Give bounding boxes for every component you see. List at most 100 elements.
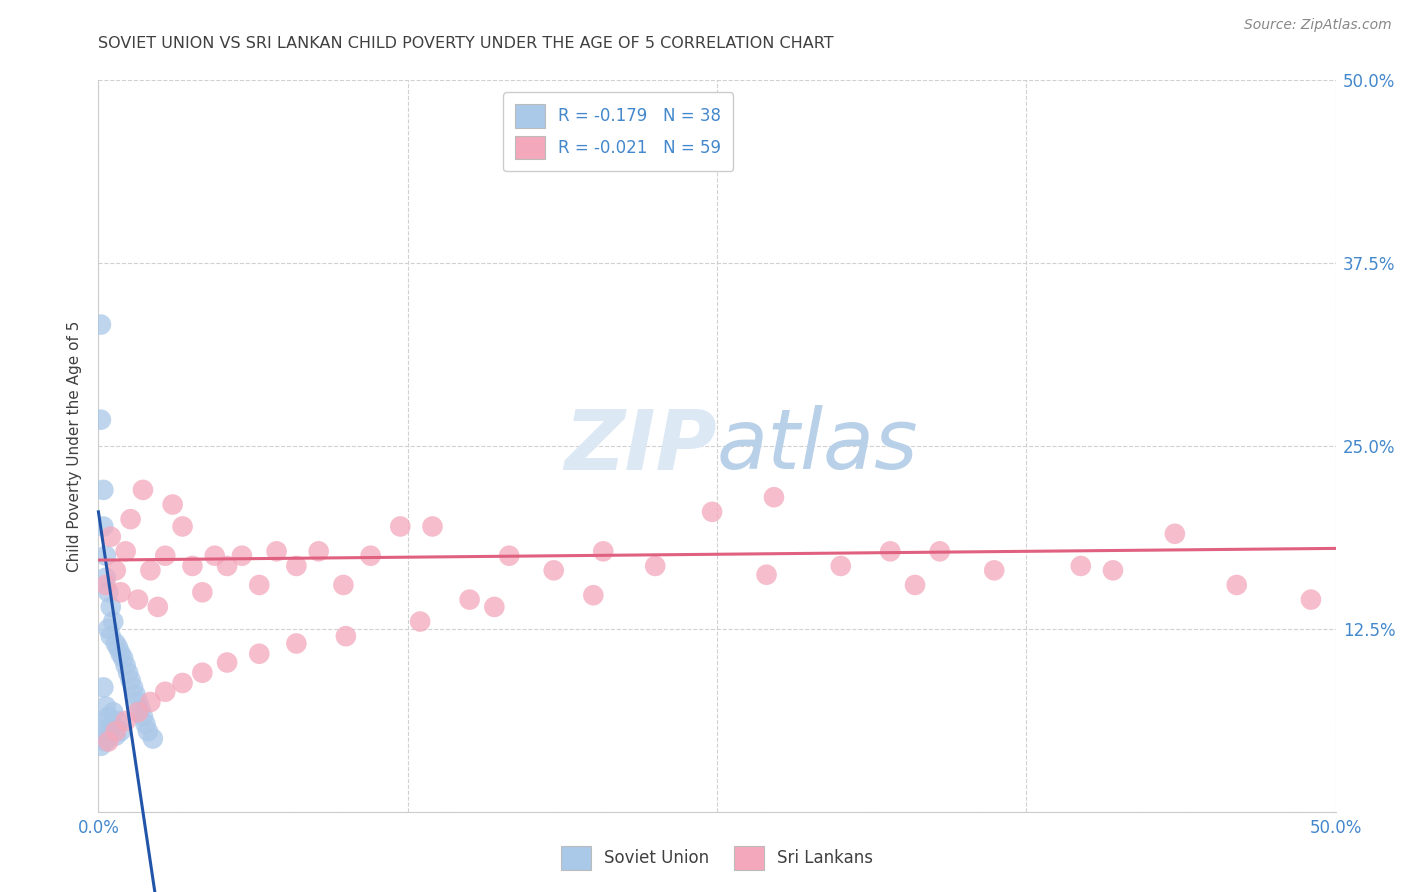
Point	[93, 519, 115, 533]
Point	[107, 714, 129, 728]
Point	[191, 585, 214, 599]
Point	[335, 629, 357, 643]
Point	[120, 512, 142, 526]
Point	[162, 498, 184, 512]
Point	[360, 549, 382, 563]
Point	[90, 717, 112, 731]
Point	[155, 685, 177, 699]
Point	[97, 734, 120, 748]
Point	[247, 578, 270, 592]
Point	[122, 681, 145, 695]
Point	[100, 720, 122, 734]
Point	[110, 647, 132, 661]
Point	[94, 734, 117, 748]
Point	[100, 599, 122, 614]
Point	[1070, 558, 1092, 573]
Point	[127, 592, 149, 607]
Point	[100, 530, 122, 544]
Point	[94, 699, 117, 714]
Point	[104, 563, 127, 577]
Point	[107, 640, 129, 655]
Point	[755, 567, 778, 582]
Point	[830, 558, 852, 573]
Point	[90, 412, 112, 426]
Point	[409, 615, 432, 629]
Point	[458, 592, 481, 607]
Point	[94, 571, 117, 585]
Point	[120, 673, 142, 687]
Point	[172, 676, 194, 690]
Point	[114, 658, 136, 673]
Point	[332, 578, 354, 592]
Point	[103, 615, 125, 629]
Point	[172, 519, 194, 533]
Point	[97, 585, 120, 599]
Point	[114, 714, 136, 728]
Point	[94, 549, 117, 563]
Point	[90, 318, 112, 332]
Point	[204, 549, 226, 563]
Point	[104, 724, 127, 739]
Point	[134, 717, 156, 731]
Point	[308, 544, 330, 558]
Point	[1102, 563, 1125, 577]
Point	[389, 519, 412, 533]
Point	[100, 629, 122, 643]
Point	[129, 702, 152, 716]
Point	[132, 483, 155, 497]
Point	[217, 656, 239, 670]
Point	[582, 588, 605, 602]
Point	[191, 665, 214, 680]
Point	[127, 705, 149, 719]
Point	[1299, 592, 1322, 607]
Point	[231, 549, 253, 563]
Point	[97, 622, 120, 636]
Point	[124, 688, 146, 702]
Text: SOVIET UNION VS SRI LANKAN CHILD POVERTY UNDER THE AGE OF 5 CORRELATION CHART: SOVIET UNION VS SRI LANKAN CHILD POVERTY…	[98, 36, 834, 51]
Text: Source: ZipAtlas.com: Source: ZipAtlas.com	[1244, 18, 1392, 32]
Point	[217, 558, 239, 573]
Text: atlas: atlas	[717, 406, 918, 486]
Point	[285, 636, 308, 650]
Text: ZIP: ZIP	[564, 406, 717, 486]
Point	[103, 705, 125, 719]
Point	[93, 681, 115, 695]
Point	[127, 695, 149, 709]
Point	[104, 636, 127, 650]
Point	[1164, 526, 1187, 541]
Point	[422, 519, 444, 533]
Y-axis label: Child Poverty Under the Age of 5: Child Poverty Under the Age of 5	[67, 320, 83, 572]
Point	[879, 544, 901, 558]
Point	[484, 599, 506, 614]
Point	[93, 724, 115, 739]
Point	[136, 724, 159, 739]
Point	[132, 709, 155, 723]
Point	[117, 665, 139, 680]
Point	[181, 558, 204, 573]
Point	[700, 505, 723, 519]
Point	[762, 490, 785, 504]
Point	[114, 544, 136, 558]
Point	[592, 544, 614, 558]
Point	[247, 647, 270, 661]
Point	[93, 483, 115, 497]
Point	[139, 563, 162, 577]
Legend: Soviet Union, Sri Lankans: Soviet Union, Sri Lankans	[554, 839, 880, 877]
Point	[1226, 578, 1249, 592]
Point	[266, 544, 288, 558]
Point	[94, 578, 117, 592]
Point	[543, 563, 565, 577]
Point	[110, 585, 132, 599]
Point	[146, 599, 169, 614]
Point	[904, 578, 927, 592]
Point	[155, 549, 177, 563]
Point	[983, 563, 1005, 577]
Point	[498, 549, 520, 563]
Point	[142, 731, 165, 746]
Point	[139, 695, 162, 709]
Point	[90, 739, 112, 753]
Point	[97, 709, 120, 723]
Point	[644, 558, 666, 573]
Point	[110, 724, 132, 739]
Point	[285, 558, 308, 573]
